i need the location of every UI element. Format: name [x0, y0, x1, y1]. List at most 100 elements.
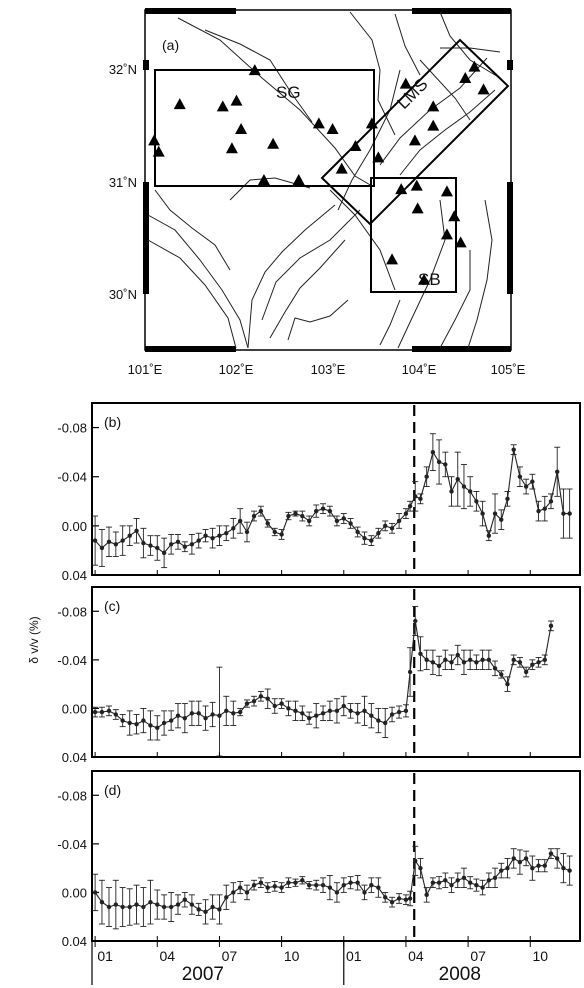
data-point [300, 711, 305, 716]
region-box-lms [320, 38, 510, 226]
data-point [492, 511, 498, 516]
station-marker [427, 100, 440, 112]
data-point [517, 660, 523, 665]
data-point [231, 890, 236, 895]
data-point [300, 513, 305, 519]
x-tick-label: 04 [159, 948, 175, 964]
station-marker [230, 94, 243, 106]
data-point [175, 713, 181, 718]
lat-label-30n: 30˚N [109, 287, 137, 302]
fault-lines [147, 11, 501, 349]
data-point [306, 518, 312, 524]
data-point [210, 535, 215, 541]
data-point [396, 518, 402, 524]
data-point [536, 863, 541, 868]
station-marker [372, 151, 385, 163]
data-point [148, 723, 153, 728]
data-point [355, 711, 360, 716]
data-point [237, 709, 243, 715]
lon-label-101e: 101˚E [128, 362, 163, 377]
data-point [530, 479, 535, 484]
data-point [407, 504, 413, 509]
data-point [334, 518, 340, 524]
data-point [106, 539, 112, 545]
data-point [258, 508, 264, 514]
data-point [203, 715, 208, 721]
data-point [511, 856, 516, 861]
data-point [486, 533, 492, 538]
data-point [244, 701, 250, 706]
data-point [224, 895, 229, 900]
station-marker [312, 117, 325, 129]
station-marker [427, 119, 440, 131]
data-point [279, 701, 284, 706]
data-point [175, 539, 181, 545]
data-point [523, 856, 529, 861]
data-point [389, 712, 395, 717]
data-point [134, 902, 139, 907]
data-point [449, 660, 454, 665]
data-point [403, 708, 409, 714]
y-tick-label: -0.04 [57, 837, 87, 852]
panel-frame [91, 402, 581, 576]
data-point [161, 720, 167, 726]
data-point [436, 663, 442, 669]
data-point [355, 880, 360, 885]
region-box-sb [370, 177, 457, 293]
data-point [286, 880, 291, 885]
data-point [407, 896, 413, 901]
station-marker [411, 202, 424, 214]
data-point [155, 725, 160, 731]
data-point [92, 890, 98, 895]
station-markers [148, 60, 490, 285]
data-point [348, 521, 353, 526]
data-point [161, 550, 167, 556]
data-point [231, 711, 236, 716]
data-point [286, 513, 291, 519]
y-tick-label: 0.04 [62, 750, 87, 765]
station-marker [408, 134, 421, 146]
data-point [413, 858, 418, 864]
data-point [455, 652, 460, 658]
station-marker [454, 236, 467, 248]
data-point [189, 542, 195, 547]
data-point [99, 899, 105, 905]
data-point [237, 885, 243, 890]
data-point [383, 895, 388, 900]
data-point [467, 489, 473, 494]
data-point [127, 904, 132, 910]
station-marker [349, 140, 362, 151]
data-point [443, 878, 448, 883]
data-point [155, 545, 160, 551]
data-point [265, 696, 270, 701]
station-marker [365, 117, 378, 129]
data-point [99, 545, 105, 551]
data-point [499, 672, 504, 677]
station-marker [448, 210, 461, 222]
data-point [251, 513, 257, 519]
station-marker [152, 145, 165, 157]
data-point [327, 508, 333, 514]
lon-label-102e: 102˚E [219, 362, 254, 377]
station-marker [225, 142, 238, 154]
data-point [113, 712, 119, 717]
data-point [341, 703, 346, 709]
data-point [224, 531, 229, 536]
year-label-2007: 2007 [182, 964, 224, 985]
data-point [182, 544, 188, 549]
data-point [182, 715, 188, 721]
data-point [148, 899, 153, 905]
data-point [161, 904, 167, 910]
data-point [461, 875, 467, 881]
data-point [210, 712, 215, 717]
data-point [455, 878, 460, 883]
data-point [396, 709, 402, 715]
data-point [542, 506, 547, 511]
lon-label-104e: 104˚E [402, 362, 437, 377]
data-point [272, 703, 277, 709]
data-point [314, 713, 319, 718]
data-point [461, 484, 467, 489]
station-marker [440, 228, 453, 240]
station-marker [257, 174, 270, 185]
data-point [265, 885, 270, 890]
